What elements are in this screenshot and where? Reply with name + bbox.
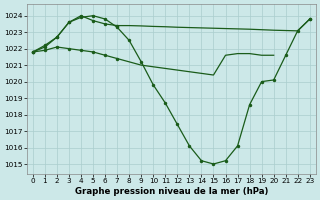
X-axis label: Graphe pression niveau de la mer (hPa): Graphe pression niveau de la mer (hPa) (75, 187, 268, 196)
